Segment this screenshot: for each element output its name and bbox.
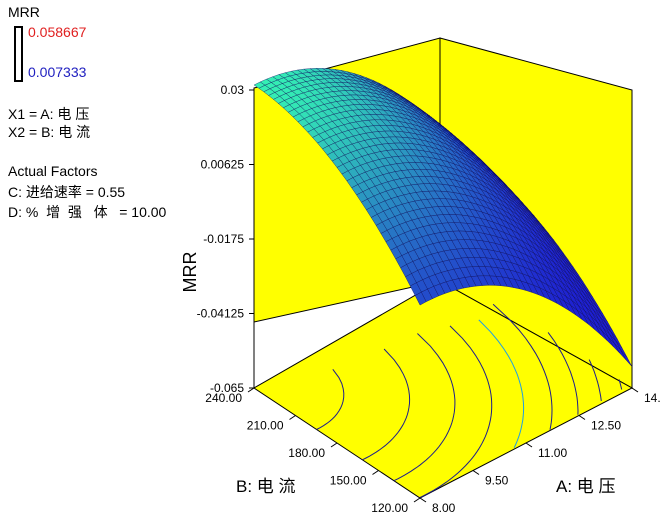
z-tick-label: 0.03 (221, 83, 245, 97)
z-tick-label: -0.04125 (197, 307, 245, 321)
factor-x2-label: X2 = B: 电 流 (8, 124, 91, 140)
y-tick-mark (247, 387, 255, 393)
response-surface (253, 68, 633, 367)
legend-max-value: 0.058667 (28, 24, 87, 40)
y-tick-mark (289, 415, 296, 420)
y-tick-label: 240.00 (205, 391, 242, 405)
x-tick-mark (578, 415, 586, 420)
y-tick-mark (372, 470, 379, 475)
contour-line (547, 332, 579, 415)
contour-line (316, 369, 345, 430)
x-tick-mark (631, 387, 639, 393)
x-tick-label: 12.50 (591, 419, 621, 433)
x-tick-label: 8.00 (432, 501, 456, 515)
y-tick-label: 120.00 (371, 501, 408, 515)
legend-title: MRR (8, 4, 40, 20)
y-axis: 120.00 150.00 180.00 210.00 240.00 (205, 387, 421, 515)
contour-line (362, 348, 411, 461)
y-axis-label: B: 电 流 (236, 477, 296, 496)
x-tick-mark (419, 497, 427, 503)
factor-x1-label: X1 = A: 电 压 (8, 106, 90, 122)
y-tick-label: 210.00 (247, 419, 284, 433)
contour-line (588, 359, 602, 402)
legend-color-bar (14, 26, 23, 82)
x-axis-label: A: 电 压 (556, 477, 616, 496)
x-tick-label: 11.00 (538, 446, 567, 460)
z-tick-label: -0.065 (210, 381, 244, 395)
y-tick-label: 180.00 (288, 446, 325, 460)
y-tick-mark (413, 497, 421, 503)
y-tick-label: 150.00 (330, 474, 367, 488)
contour-line (492, 303, 553, 430)
surface-cell (620, 350, 633, 367)
x-tick-label: 14.00 (644, 391, 660, 405)
floor-contours (316, 303, 623, 499)
z-tick-label: -0.0175 (203, 232, 244, 246)
legend-min-value: 0.007333 (28, 64, 87, 80)
x-tick-mark (472, 470, 480, 475)
x-tick-mark (525, 442, 533, 448)
factor-c-label: C: 进给速率 = 0.55 (8, 184, 126, 200)
actual-factors-heading: Actual Factors (8, 163, 98, 179)
contour-line (393, 333, 456, 482)
y-tick-mark (330, 442, 338, 448)
x-tick-label: 9.50 (485, 474, 509, 488)
x-axis: 8.00 9.50 11.00 12.50 14.00 (419, 387, 660, 515)
z-tick-label: 0.00625 (201, 158, 245, 172)
factor-d-label: D: % 增 强 体 = 10.00 (8, 204, 167, 220)
z-axis-label: MRR (180, 252, 200, 293)
contour-line (618, 379, 623, 390)
contour-line (478, 319, 525, 448)
z-axis: 0.03 0.00625 -0.0175 -0.04125 -0.065 (197, 83, 255, 395)
contour-line (419, 325, 493, 499)
